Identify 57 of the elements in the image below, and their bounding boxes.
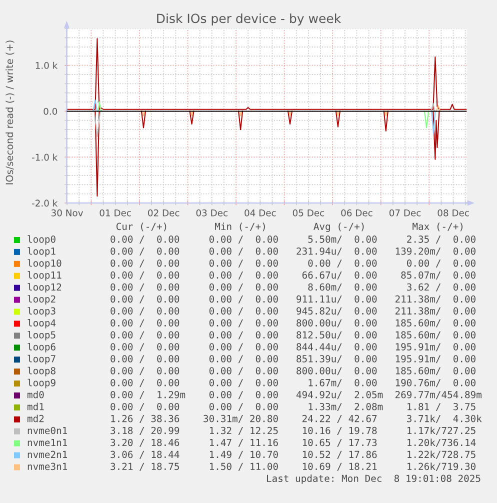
- legend-label: nvme2n1: [28, 450, 68, 458]
- x-tick-label: 01 Dec: [100, 209, 131, 216]
- legend-label: loop9: [28, 378, 56, 388]
- legend-label: loop4: [28, 319, 56, 328]
- legend-label: loop5: [28, 330, 56, 340]
- text: 0.00 / 0.00 0.00 / 0.00 5.50m/ 0.00 2.35 / 0.00: [110, 236, 476, 244]
- legend-label: loop7: [28, 354, 56, 364]
- legend-label: loop3: [28, 307, 56, 316]
- legend-label: nvme3n1: [28, 462, 68, 470]
- y-tick-label: 1.0 k: [36, 62, 58, 69]
- legend-label: loop0: [28, 235, 56, 245]
- legend-label: loop6: [28, 342, 56, 352]
- legend-label: loop1: [28, 247, 56, 257]
- legend-label: md0: [28, 390, 44, 398]
- x-tick-label: 08 Dec: [438, 209, 469, 216]
- text: 0.00 / 0.00 0.00 / 0.00 66.67u/ 0.00 85.07m/ 0.00: [110, 271, 476, 280]
- text: 0.00 / 0.00 0.00 / 0.00 812.50u/ 0.00 185.60m/ 0.00: [110, 331, 476, 340]
- legend-label: loop10: [28, 259, 62, 269]
- text: 0.00 / 0.00 0.00 / 0.00 0.00 / 0.00 0.00 / 0.00: [110, 259, 476, 268]
- text: 3.06 / 18.44 1.49 / 10.70 10.52 / 17.86 1.22k/728.75: [110, 450, 476, 459]
- legend-label: loop2: [28, 295, 56, 304]
- text: 0.00 / 1.29m 0.00 / 0.00 494.92u/ 2.05m 269.77m/454.89m: [110, 391, 482, 400]
- legend-label: md2: [28, 414, 44, 422]
- legend-label: loop11: [28, 271, 62, 281]
- x-tick-label: 04 Dec: [244, 209, 276, 216]
- text: 0.00 / 0.00 0.00 / 0.00 1.33m/ 2.08m 1.81 / 3.75: [110, 402, 476, 412]
- text: 0.00 / 0.00 0.00 / 0.00 800.00u/ 0.00 185.60m/ 0.00: [110, 367, 476, 376]
- text: 0.00 / 0.00 0.00 / 0.00 800.00u/ 0.00 185.60m/ 0.00: [110, 319, 476, 328]
- text: 0.00 / 0.00 0.00 / 0.00 851.39u/ 0.00 195.91m/ 0.00: [110, 355, 476, 364]
- x-tick-label: 07 Dec: [389, 209, 421, 216]
- x-tick-label: 03 Dec: [196, 209, 228, 216]
- y-tick-label: 0.0: [44, 108, 58, 115]
- text: 1.26 / 38.36 30.31m/ 20.80 24.22 / 42.67 3.71k/ 4.30k: [111, 414, 482, 423]
- text: 0.00 / 0.00 0.00 / 0.00 1.67m/ 0.00 190.76m/ 0.00: [110, 379, 476, 388]
- x-tick-label: 30 Nov: [52, 209, 83, 216]
- text: 3.20 / 18.46 1.47 / 11.16 10.65 / 17.73 1.20k/736.14: [110, 438, 476, 447]
- legend-label: nvme0n1: [28, 426, 68, 434]
- text: 3.18 / 20.99 1.32 / 12.25 10.16 / 19.78 1.17k/727.25: [110, 426, 476, 435]
- text: 0.00 / 0.00 0.00 / 0.00 945.82u/ 0.00 211.38m/ 0.00: [110, 307, 476, 316]
- text: 0.00 / 0.00 0.00 / 0.00 844.44u/ 0.00 195.91m/ 0.00: [110, 343, 476, 352]
- chart-title: Disk IOs per device - by week: [157, 13, 342, 26]
- text: 0.00 / 0.00 0.00 / 0.00 911.11u/ 0.00 211.38m/ 0.00: [110, 295, 476, 304]
- text: 0.00 / 0.00 0.00 / 0.00 231.94u/ 0.00 139.20m/ 0.00: [110, 247, 476, 256]
- text: Cur (-/+) Min (-/+) Avg (-/+) Max (-/+): [116, 222, 462, 232]
- legend-label: nvme1n1: [28, 438, 68, 446]
- text: Last update: Mon Dec 8 19:01:08 2025: [266, 474, 480, 484]
- x-tick-label: 06 Dec: [341, 209, 372, 216]
- legend-label: md1: [28, 402, 44, 410]
- y-tick-label: -1.0 k: [32, 154, 58, 161]
- x-tick-label: 02 Dec: [148, 209, 180, 216]
- text: 3.21 / 18.75 1.50 / 11.00 10.69 / 18.21 1.26k/719.30: [110, 462, 476, 471]
- legend-label: loop8: [28, 366, 56, 376]
- y-tick-label: -2.0 k: [32, 200, 58, 207]
- x-tick-label: 05 Dec: [292, 209, 324, 216]
- text: 0.00 / 0.00 0.00 / 0.00 8.60m/ 0.00 3.62 / 0.00: [110, 283, 476, 292]
- legend-label: loop12: [28, 283, 62, 293]
- y-axis-title: IOs/second read (-) / write (+): [6, 40, 14, 184]
